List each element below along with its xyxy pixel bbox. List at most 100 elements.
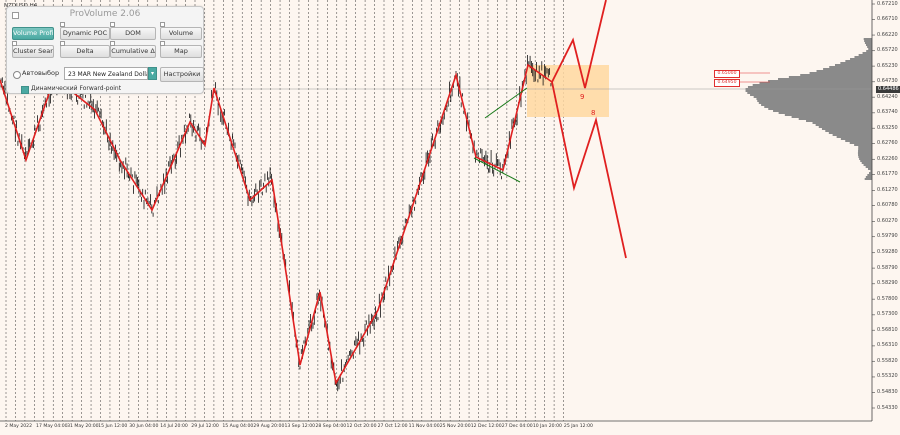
volume-profile-bar bbox=[832, 134, 872, 136]
price-tick-label: 0.62260 bbox=[877, 155, 898, 162]
volume-profile-bar bbox=[747, 92, 872, 94]
channel-line-lower bbox=[473, 157, 521, 183]
auto-select-radio[interactable] bbox=[13, 71, 21, 79]
volume-profile-bar bbox=[845, 60, 872, 62]
date-tick-label: 12 Dec 12:00 bbox=[470, 424, 502, 429]
map-button[interactable]: Map bbox=[160, 45, 202, 58]
volume-profile-bar bbox=[869, 172, 872, 174]
date-tick-label: 31 May 20:00 bbox=[67, 424, 99, 429]
date-tick-label: 2 May 2022 bbox=[5, 424, 33, 429]
volume-profile-bar bbox=[747, 86, 872, 88]
volume-profile-bar bbox=[858, 150, 872, 152]
level-label-2: 0.64950 bbox=[714, 79, 740, 87]
delta-pin-icon bbox=[60, 41, 65, 46]
date-tick-label: 30 Jun 04:00 bbox=[129, 424, 159, 429]
volume-profile-bar bbox=[806, 120, 872, 122]
volume-profile-bar bbox=[757, 100, 872, 102]
volume-profile-bar bbox=[868, 48, 872, 50]
panel-title: ProVolume 2.06 bbox=[69, 9, 141, 19]
date-tick-label: 11 Nov 04:00 bbox=[408, 424, 440, 429]
volume-profile-bar bbox=[758, 102, 872, 104]
price-tick-label: 0.58290 bbox=[877, 280, 898, 287]
wave-line bbox=[0, 63, 553, 386]
volume-profile-bar bbox=[862, 52, 872, 54]
instrument-select[interactable]: 23 MAR New Zealand Dollar bbox=[64, 67, 148, 80]
price-tick-label: 0.54830 bbox=[877, 388, 898, 395]
volume-profile-bar bbox=[800, 74, 872, 76]
price-tick-label: 0.64240 bbox=[877, 93, 898, 100]
volume-profile-bar bbox=[867, 168, 872, 170]
date-tick-label: 29 Jul 12:00 bbox=[191, 424, 219, 429]
chevron-down-icon[interactable]: ▾ bbox=[148, 67, 157, 80]
price-tick-label: 0.66220 bbox=[877, 31, 898, 38]
volume-profile-bar bbox=[759, 82, 872, 84]
volume-profile-bar bbox=[834, 64, 872, 66]
level-label-1: 0.65000 bbox=[714, 70, 740, 78]
dom-button[interactable]: DOM bbox=[110, 27, 156, 40]
volume-profile-bar bbox=[764, 106, 872, 108]
volume-profile-bar bbox=[745, 90, 872, 92]
price-tick-label: 0.67210 bbox=[877, 0, 898, 7]
panel-close-icon[interactable] bbox=[12, 12, 19, 19]
volume-profile-bar bbox=[840, 138, 872, 140]
delta-button[interactable]: Delta bbox=[60, 45, 110, 58]
volume-profile-bar bbox=[854, 144, 872, 146]
volume-profile-bar bbox=[812, 122, 872, 124]
volume-profile-bar bbox=[865, 176, 872, 178]
volume-profile-bar bbox=[768, 80, 872, 82]
volume-pin-icon bbox=[160, 22, 165, 27]
volume-profile-bar bbox=[858, 54, 872, 56]
volume-profile-bar bbox=[761, 104, 872, 106]
volume-profile-bar bbox=[836, 136, 872, 138]
settings-button[interactable]: Настройки bbox=[160, 67, 204, 82]
volume-profile-bar bbox=[857, 152, 872, 154]
volume-profile-bar bbox=[778, 112, 872, 114]
volume-profile-bar bbox=[849, 142, 872, 144]
forward-point-checkbox[interactable] bbox=[21, 86, 29, 94]
volume-profile-bar bbox=[861, 162, 872, 164]
volume-profile-bar bbox=[867, 46, 872, 48]
volume-profile-bar bbox=[791, 116, 872, 118]
cluster-search-button[interactable]: Cluster Search bbox=[12, 45, 54, 58]
price-tick-label: 0.61770 bbox=[877, 171, 898, 178]
wave-label-9: 9 bbox=[580, 93, 584, 101]
volume-profile-bar bbox=[750, 94, 872, 96]
date-tick-label: 25 Jan 12:00 bbox=[563, 424, 593, 429]
volume-profile-bar bbox=[845, 140, 872, 142]
volume-profile-bar bbox=[865, 44, 872, 46]
volume-profile-bar bbox=[823, 68, 872, 70]
volume-profile-bar bbox=[858, 148, 872, 150]
price-tick-label: 0.61270 bbox=[877, 186, 898, 193]
volume-profile-bar bbox=[809, 72, 872, 74]
dynamic-poc-button[interactable]: Dynamic POC bbox=[60, 27, 110, 40]
price-tick-label: 0.55820 bbox=[877, 357, 898, 364]
date-tick-label: 28 Sep 04:00 bbox=[315, 424, 347, 429]
channel-line-upper bbox=[484, 87, 528, 119]
price-tick-label: 0.63250 bbox=[877, 124, 898, 131]
cumulative-delta-button[interactable]: Cumulative Δ bbox=[110, 45, 156, 58]
date-tick-label: 27 Dec 04:00 bbox=[501, 424, 533, 429]
volume-profile-bar bbox=[788, 76, 872, 78]
price-tick-label: 0.64730 bbox=[877, 78, 898, 85]
volume-profile-bar bbox=[818, 126, 872, 128]
date-tick-label: 12 Oct 20:00 bbox=[346, 424, 377, 429]
volume-profile-bar bbox=[865, 166, 872, 168]
volume-profile-bar bbox=[863, 164, 872, 166]
volume-profile-bar bbox=[858, 154, 872, 156]
forecast-up-line bbox=[551, 0, 607, 89]
volume-profile-bar bbox=[828, 132, 872, 134]
date-tick-label: 10 Jan 20:00 bbox=[532, 424, 562, 429]
volume-profile-bar bbox=[773, 110, 872, 112]
price-tick-label: 0.65720 bbox=[877, 47, 898, 54]
provolume-panel[interactable]: ProVolume 2.06 Volume Profile Dynamic PO… bbox=[6, 6, 204, 94]
volume-profile-bar bbox=[864, 40, 872, 42]
price-tick-label: 0.59280 bbox=[877, 249, 898, 256]
volume-profile-bar bbox=[854, 56, 872, 58]
volume-button[interactable]: Volume bbox=[160, 27, 202, 40]
volume-profile-bar bbox=[753, 96, 872, 98]
date-tick-label: 15 Aug 04:00 bbox=[222, 424, 254, 429]
volume-profile-button[interactable]: Volume Profile bbox=[12, 27, 54, 40]
price-tick-label: 0.60270 bbox=[877, 218, 898, 225]
date-tick-label: 29 Aug 20:00 bbox=[253, 424, 285, 429]
